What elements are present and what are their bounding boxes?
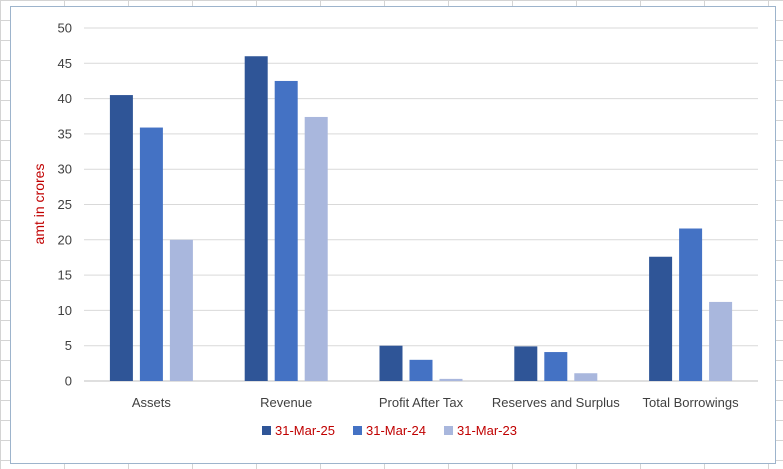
y-tick-label: 0 xyxy=(65,374,72,389)
y-tick-label: 20 xyxy=(58,232,72,247)
gridlines xyxy=(84,27,758,382)
legend: 31-Mar-25 31-Mar-24 31-Mar-23 xyxy=(262,423,517,438)
y-tick-label: 35 xyxy=(58,126,72,141)
y-tick-label: 10 xyxy=(58,303,72,318)
x-category-label: Reserves and Surplus xyxy=(492,395,620,410)
bar-revenue-31-mar-23 xyxy=(304,116,328,382)
bar-total-borrowings-31-mar-24 xyxy=(679,228,703,381)
y-tick-label: 40 xyxy=(58,91,72,106)
bar-profit-after-tax-31-mar-25 xyxy=(379,345,403,381)
x-axis-categories: Assets Revenue Profit After Tax Reserves an… xyxy=(132,395,739,410)
y-tick-label: 5 xyxy=(65,338,72,353)
y-tick-label: 15 xyxy=(58,268,72,283)
y-tick-label: 50 xyxy=(58,21,72,36)
y-tick-label: 25 xyxy=(58,197,72,212)
bar-profit-after-tax-31-mar-24 xyxy=(409,359,433,381)
y-tick-label: 30 xyxy=(58,162,72,177)
legend-swatch xyxy=(353,426,362,435)
bar-reserves-and-surplus-31-mar-24 xyxy=(544,352,568,381)
bar-total-borrowings-31-mar-23 xyxy=(709,301,733,381)
bar-reserves-and-surplus-31-mar-25 xyxy=(514,346,538,381)
x-category-label: Profit After Tax xyxy=(379,395,464,410)
x-category-label: Total Borrowings xyxy=(643,395,740,410)
x-category-label: Revenue xyxy=(260,395,312,410)
bar-assets-31-mar-25 xyxy=(109,95,133,381)
bar-total-borrowings-31-mar-25 xyxy=(649,256,673,381)
legend-entry-label: 31-Mar-23 xyxy=(457,423,517,438)
bar-assets-31-mar-24 xyxy=(139,127,163,382)
legend-entry-label: 31-Mar-25 xyxy=(275,423,335,438)
y-tick-label: 45 xyxy=(58,56,72,71)
x-category-label: Assets xyxy=(132,395,172,410)
legend-entry-label: 31-Mar-24 xyxy=(366,423,426,438)
y-axis-label: amt in crores xyxy=(31,164,47,245)
y-axis-ticks: 0 5 10 15 20 25 30 35 40 45 50 xyxy=(58,21,72,389)
bar-assets-31-mar-23 xyxy=(169,239,193,381)
legend-swatch xyxy=(262,426,271,435)
bar-revenue-31-mar-25 xyxy=(244,56,268,382)
chart-frame[interactable] xyxy=(10,6,776,464)
bar-reserves-and-surplus-31-mar-23 xyxy=(574,373,598,381)
bar-profit-after-tax-31-mar-23 xyxy=(439,378,463,381)
legend-swatch xyxy=(444,426,453,435)
bar-revenue-31-mar-24 xyxy=(274,80,298,381)
bars xyxy=(109,56,733,382)
